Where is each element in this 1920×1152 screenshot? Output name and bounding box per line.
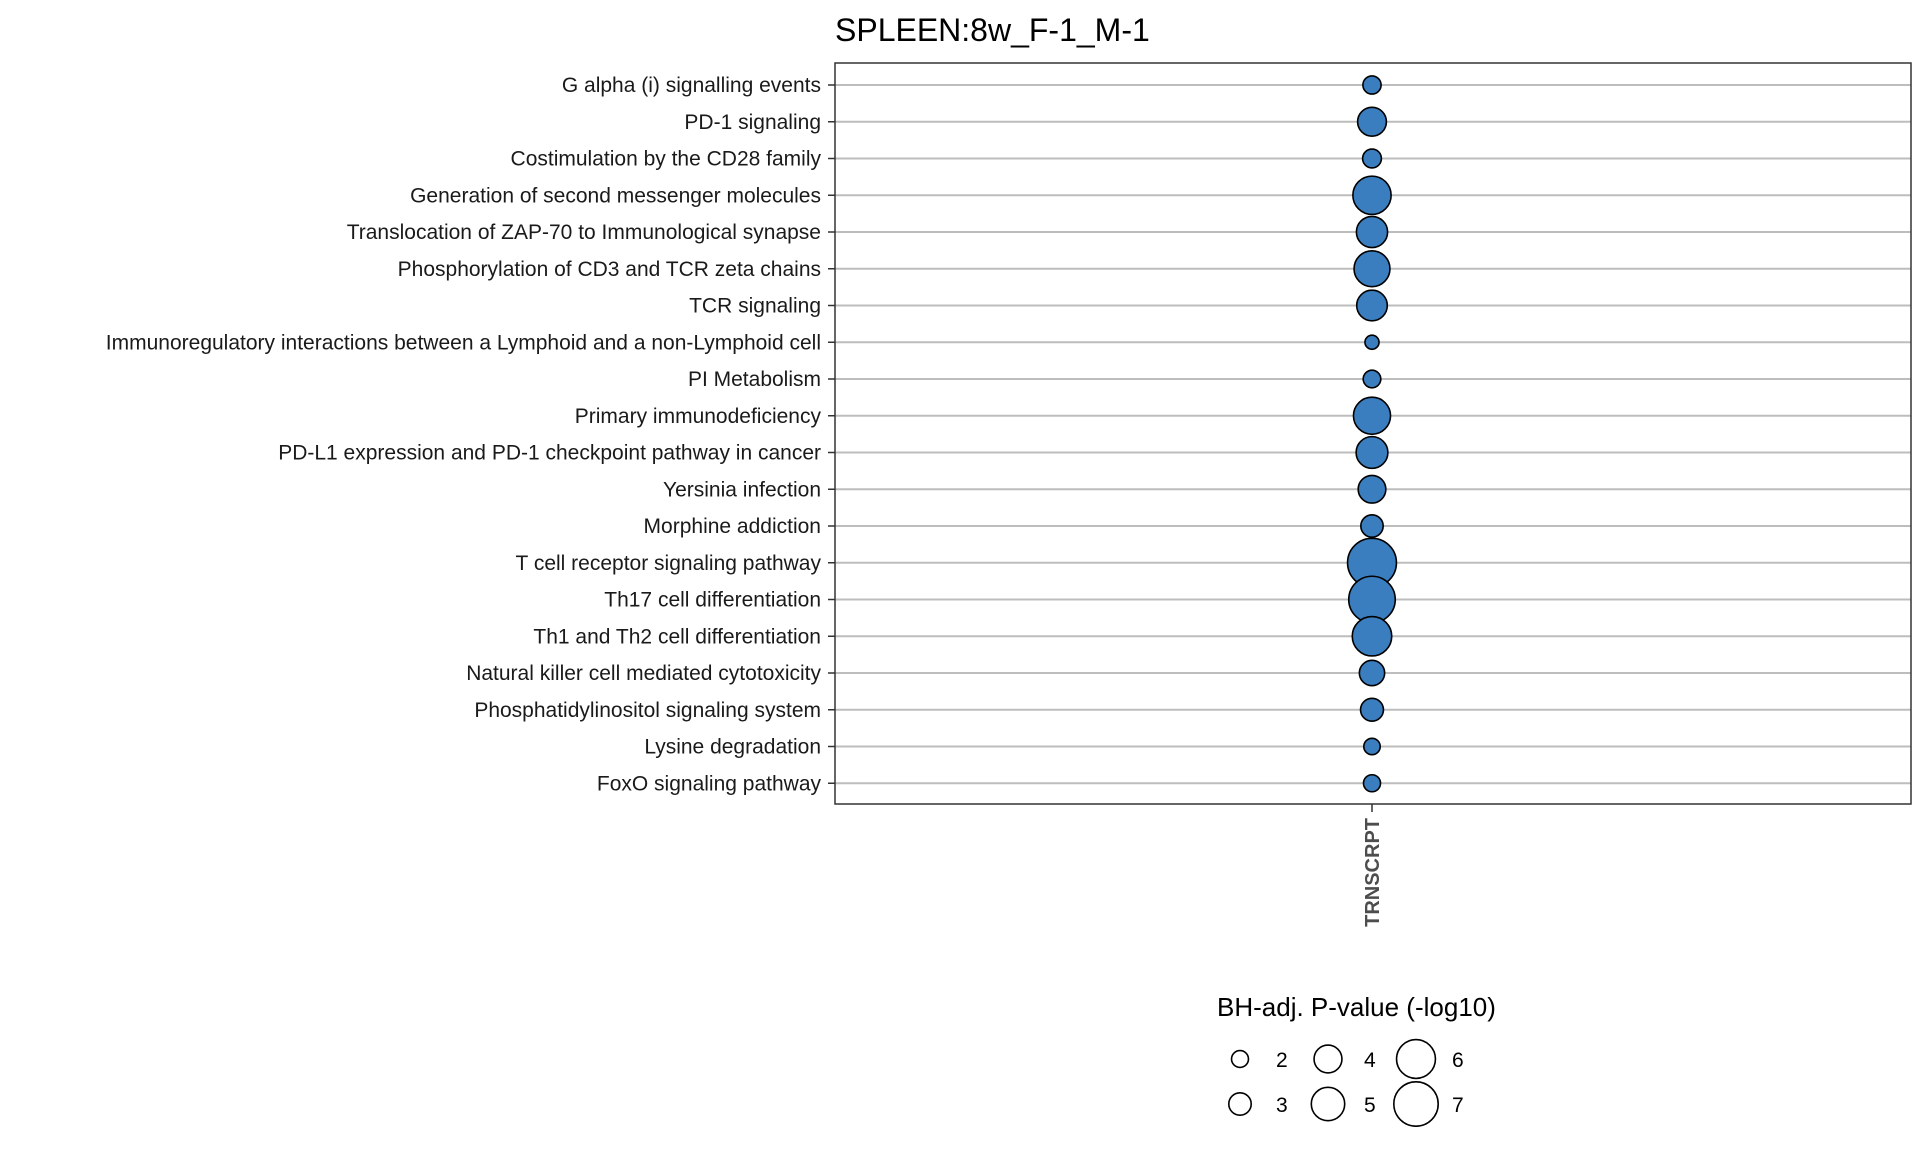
data-point <box>1362 773 1382 793</box>
y-tick-label: Immunoregulatory interactions between a … <box>106 331 821 354</box>
data-point <box>1361 148 1383 169</box>
data-point <box>1358 659 1386 687</box>
data-point <box>1355 289 1389 322</box>
data-point <box>1359 697 1385 723</box>
legend-key <box>1227 1091 1253 1117</box>
data-point <box>1362 75 1382 95</box>
y-tick-label: Translocation of ZAP-70 to Immunological… <box>347 221 821 244</box>
data-point <box>1356 106 1388 137</box>
y-tick-label: Generation of second messenger molecules <box>410 184 821 207</box>
legend-key <box>1313 1044 1343 1074</box>
plot-panel <box>834 62 1912 805</box>
legend-label: 3 <box>1276 1094 1288 1117</box>
legend-label: 4 <box>1364 1049 1376 1072</box>
y-tick-label: TCR signaling <box>689 295 821 318</box>
data-points <box>1346 75 1398 793</box>
y-tick-label: Costimulation by the CD28 family <box>511 148 822 171</box>
data-point <box>1362 369 1382 389</box>
x-tick-label: TRNSCRPT <box>1362 818 1384 927</box>
data-point <box>1362 737 1382 756</box>
legend-key <box>1310 1086 1346 1122</box>
y-tick-label: Th1 and Th2 cell differentiation <box>533 625 821 648</box>
legend-label: 2 <box>1276 1049 1288 1072</box>
legend-key <box>1393 1081 1439 1127</box>
data-point <box>1360 514 1384 538</box>
y-tick-label: Morphine addiction <box>644 515 821 538</box>
y-tick-label: PD-L1 expression and PD-1 checkpoint pat… <box>278 442 821 465</box>
legend-title: BH-adj. P-value (-log10) <box>1217 992 1496 1022</box>
legend-key <box>1230 1049 1250 1069</box>
legend-entries: 2 3 4 5 6 7 <box>1227 1038 1464 1127</box>
y-tick-label: Yersinia infection <box>663 478 821 501</box>
data-point <box>1355 215 1389 249</box>
y-tick-label: PI Metabolism <box>688 368 821 391</box>
legend-label: 6 <box>1452 1049 1464 1072</box>
y-tick-label: Lysine degradation <box>644 736 821 759</box>
data-point <box>1352 175 1392 216</box>
size-legend: BH-adj. P-value (-log10) 2 3 4 5 6 7 <box>1217 992 1496 1127</box>
legend-label: 5 <box>1364 1094 1376 1117</box>
y-tick-label: Phosphorylation of CD3 and TCR zeta chai… <box>398 258 821 281</box>
data-point <box>1364 334 1380 351</box>
data-point <box>1355 435 1389 470</box>
data-point <box>1357 474 1387 504</box>
y-tick-label: Natural killer cell mediated cytotoxicit… <box>466 662 821 685</box>
data-point <box>1352 396 1392 436</box>
y-tick-label: T cell receptor signaling pathway <box>516 552 822 575</box>
chart-title: SPLEEN:8w_F-1_M-1 <box>835 12 1150 48</box>
y-tick-label: Primary immunodeficiency <box>575 405 822 428</box>
legend-label: 7 <box>1452 1094 1464 1117</box>
data-point <box>1353 250 1391 288</box>
legend-key <box>1395 1038 1437 1080</box>
y-tick-label: FoxO signaling pathway <box>597 772 822 795</box>
y-tick-label: PD-1 signaling <box>684 111 821 134</box>
y-tick-label: Phosphatidylinositol signaling system <box>474 699 821 722</box>
y-tick-label: G alpha (i) signalling events <box>562 74 821 97</box>
data-point <box>1351 615 1393 657</box>
y-axis: G alpha (i) signalling events PD-1 signal… <box>106 74 835 795</box>
x-axis: TRNSCRPT <box>1362 804 1384 927</box>
y-tick-label: Th17 cell differentiation <box>604 589 821 612</box>
